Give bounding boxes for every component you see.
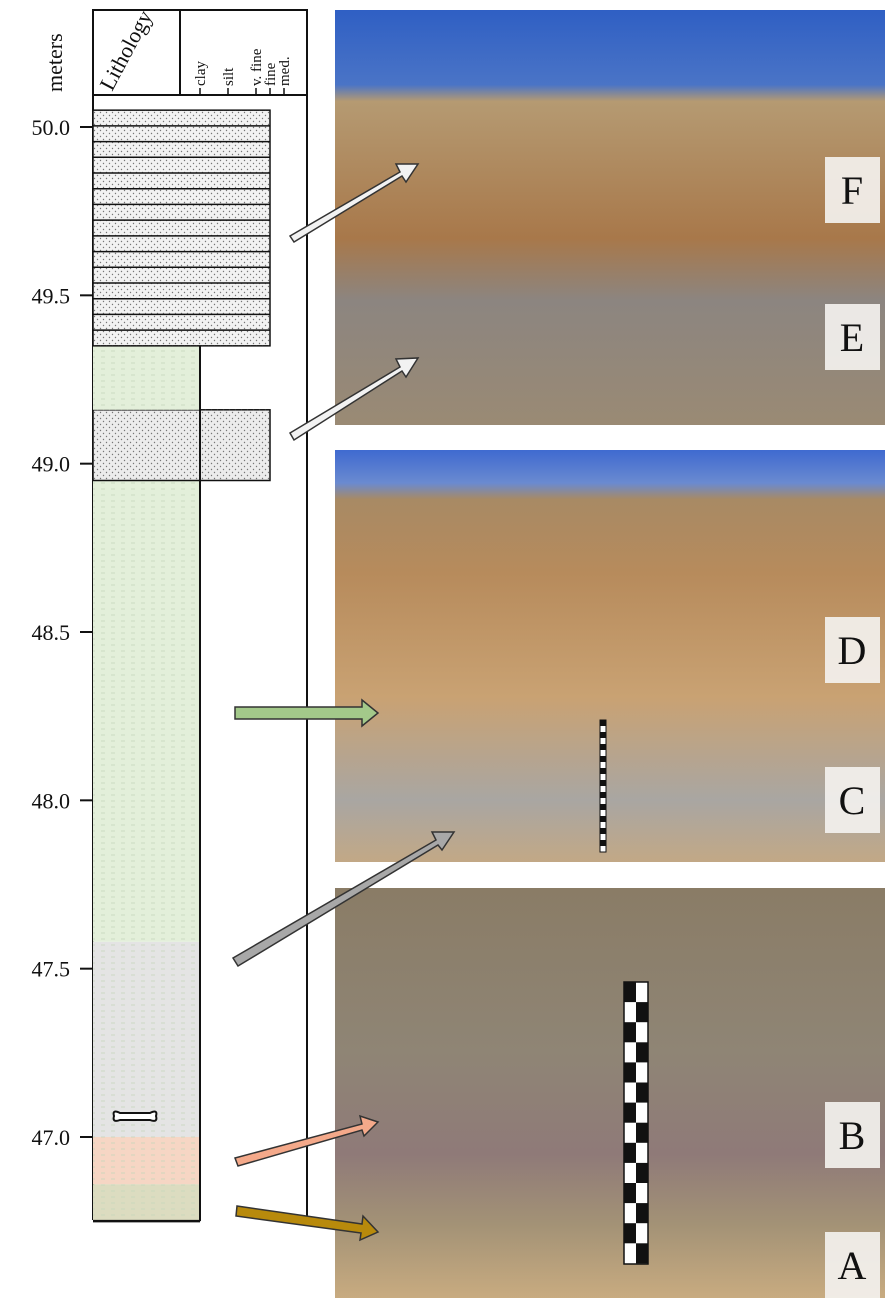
fossil-icon xyxy=(114,1112,157,1121)
scale-check xyxy=(600,732,606,738)
photo-label: E xyxy=(840,315,864,360)
grain-label: clay xyxy=(193,61,209,86)
scale-check xyxy=(600,840,606,846)
tick-label: 48.0 xyxy=(32,788,71,813)
scale-check xyxy=(600,792,606,798)
layer-pattern xyxy=(93,346,200,410)
axis-title: meters xyxy=(42,33,67,92)
scale-check xyxy=(600,780,606,786)
photo xyxy=(335,10,885,425)
scale-check xyxy=(624,1022,636,1042)
scale-check xyxy=(636,1163,648,1183)
grain-label: med. xyxy=(277,56,293,86)
photo xyxy=(335,450,885,862)
column-header: Lithology xyxy=(94,6,157,94)
layer-pattern xyxy=(93,942,200,1137)
scale-check xyxy=(600,720,606,726)
grain-label: silt xyxy=(221,67,237,86)
scale-check xyxy=(624,1183,636,1203)
tick-label: 48.5 xyxy=(32,620,71,645)
figure: FEDCBA Lithology meters claysiltv. finef… xyxy=(0,0,885,1300)
tick-label: 50.0 xyxy=(32,115,71,140)
tick-label: 49.5 xyxy=(32,283,71,308)
lithology-column xyxy=(93,110,270,1221)
scale-check xyxy=(624,982,636,1002)
photo-label: C xyxy=(839,778,866,823)
scale-check xyxy=(600,804,606,810)
photo-label: A xyxy=(838,1243,867,1288)
photo-label: F xyxy=(841,168,863,213)
scale-check xyxy=(636,1123,648,1143)
scale-check xyxy=(624,1062,636,1082)
photo-label: B xyxy=(839,1113,866,1158)
scale-check xyxy=(636,1042,648,1062)
photo-label: D xyxy=(838,628,867,673)
scale-check xyxy=(624,1223,636,1243)
scale-check xyxy=(636,1083,648,1103)
scale-check xyxy=(636,1203,648,1223)
scale-check xyxy=(600,744,606,750)
scale-check xyxy=(636,1243,648,1263)
page: {"axis": {"title": "meters", "ticks": [{… xyxy=(0,0,885,1300)
layer-pattern xyxy=(93,410,270,481)
scale-check xyxy=(600,828,606,834)
scale-check xyxy=(600,756,606,762)
photo xyxy=(335,888,885,1298)
layer-pattern xyxy=(93,110,270,346)
layer-pattern xyxy=(93,1184,200,1221)
layer-pattern xyxy=(93,481,200,942)
scale-check xyxy=(636,1002,648,1022)
tick-label: 47.5 xyxy=(32,957,71,982)
scale-check xyxy=(624,1143,636,1163)
layer-pattern xyxy=(93,1137,200,1184)
tick-label: 47.0 xyxy=(32,1125,71,1150)
scale-check xyxy=(600,816,606,822)
scale-check xyxy=(624,1103,636,1123)
scale-check xyxy=(600,768,606,774)
tick-label: 49.0 xyxy=(32,452,71,477)
